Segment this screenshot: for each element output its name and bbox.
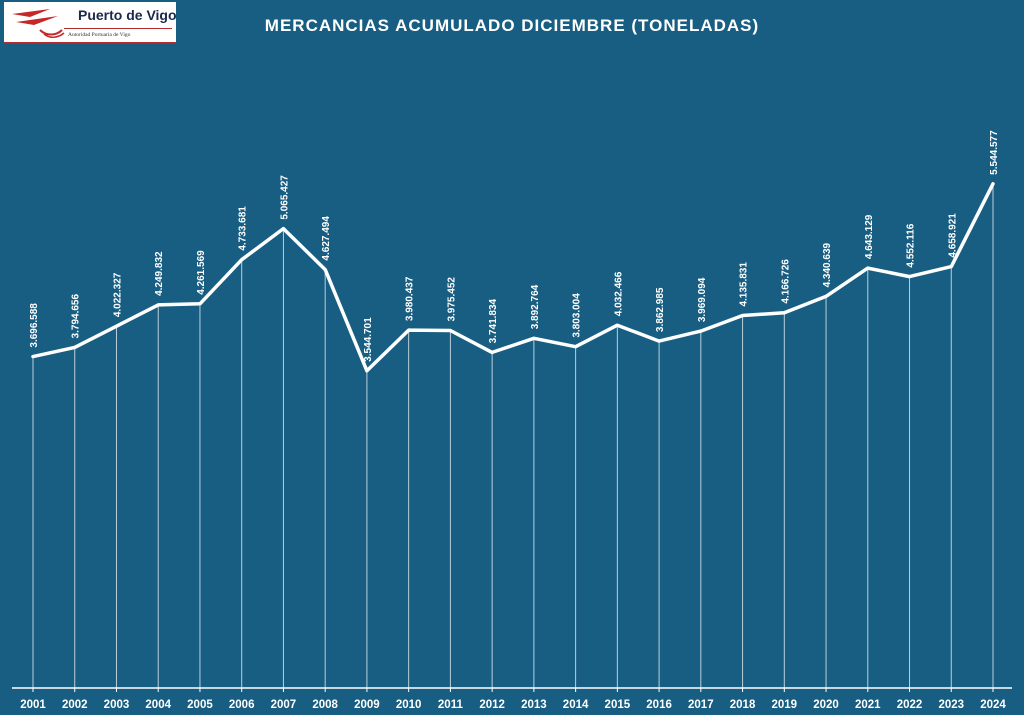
chart-title: MERCANCIAS ACUMULADO DICIEMBRE (TONELADA… (264, 16, 760, 35)
tick-label-2024: 2024 (980, 699, 1006, 711)
tick-label-2010: 2010 (396, 699, 422, 711)
series-line (31, 182, 995, 373)
data-label-2005: 4.261.569 (196, 250, 207, 295)
data-label-2019: 4.166.726 (780, 259, 791, 304)
data-label-2008: 4.627.494 (321, 216, 332, 261)
tick-label-2008: 2008 (312, 699, 338, 711)
tick-label-2023: 2023 (938, 699, 964, 711)
tick-label-2001: 2001 (20, 699, 46, 711)
tick-label-2013: 2013 (521, 699, 547, 711)
data-label-2004: 4.249.832 (154, 251, 165, 296)
tick-label-2021: 2021 (855, 699, 881, 711)
logo-title: Puerto de Vigo (78, 7, 177, 23)
tick-label-2003: 2003 (104, 699, 130, 711)
data-label-2001: 3.696.588 (29, 303, 40, 348)
tick-label-2007: 2007 (271, 699, 297, 711)
data-label-2014: 3.803.004 (572, 293, 583, 338)
data-label-2016: 3.862.985 (655, 287, 666, 332)
data-label-2022: 4.552.116 (906, 223, 917, 267)
data-label-2018: 4.135.831 (739, 262, 750, 307)
data-label-2017: 3.969.094 (697, 277, 708, 322)
tick-label-2012: 2012 (479, 699, 505, 711)
data-labels: 3.696.588 3.794.656 4.022.327 4.249.832 4.26… (29, 130, 1000, 362)
data-label-2002: 3.794.656 (71, 294, 82, 339)
tick-label-2018: 2018 (730, 699, 756, 711)
data-label-2009: 3.544.701 (363, 317, 374, 362)
tick-label-2019: 2019 (772, 699, 798, 711)
port-logo-icon (12, 9, 65, 38)
data-label-2003: 4.022.327 (112, 272, 123, 317)
x-ticks: 2001 2002 2003 2004 2005 2006 2007 2008 2009 2010… (20, 688, 1006, 711)
tick-label-2009: 2009 (354, 699, 380, 711)
data-label-2015: 4.032.466 (613, 271, 624, 316)
data-label-2011: 3.975.452 (446, 277, 457, 322)
data-label-2012: 3.741.834 (488, 298, 499, 343)
data-label-2007: 5.065.427 (279, 175, 290, 220)
tick-label-2017: 2017 (688, 699, 714, 711)
logo-subtitle: Autoridad Portuaria de Vigo (68, 32, 131, 38)
logo-divider (64, 28, 172, 29)
logo-underline (4, 42, 176, 44)
tick-label-2015: 2015 (605, 699, 631, 711)
tick-label-2002: 2002 (62, 699, 88, 711)
tick-label-2011: 2011 (438, 699, 464, 711)
data-label-2013: 3.892.764 (530, 284, 541, 329)
data-label-2006: 4.733.681 (238, 206, 249, 251)
data-label-2021: 4.643.129 (864, 214, 875, 259)
tick-label-2014: 2014 (563, 699, 589, 711)
data-label-2024: 5.544.577 (989, 130, 1000, 175)
data-label-2020: 4.340.639 (822, 242, 833, 287)
data-label-2023: 4.658.921 (947, 213, 958, 258)
tick-label-2016: 2016 (646, 699, 672, 711)
tick-label-2022: 2022 (897, 699, 923, 711)
logo: Puerto de Vigo Autoridad Portuaria de Vi… (4, 2, 177, 44)
drop-lines (32, 183, 994, 688)
tick-label-2004: 2004 (145, 699, 171, 711)
tick-label-2006: 2006 (229, 699, 255, 711)
tick-label-2005: 2005 (187, 699, 213, 711)
data-label-2010: 3.980.437 (405, 276, 416, 321)
tick-label-2020: 2020 (813, 699, 839, 711)
